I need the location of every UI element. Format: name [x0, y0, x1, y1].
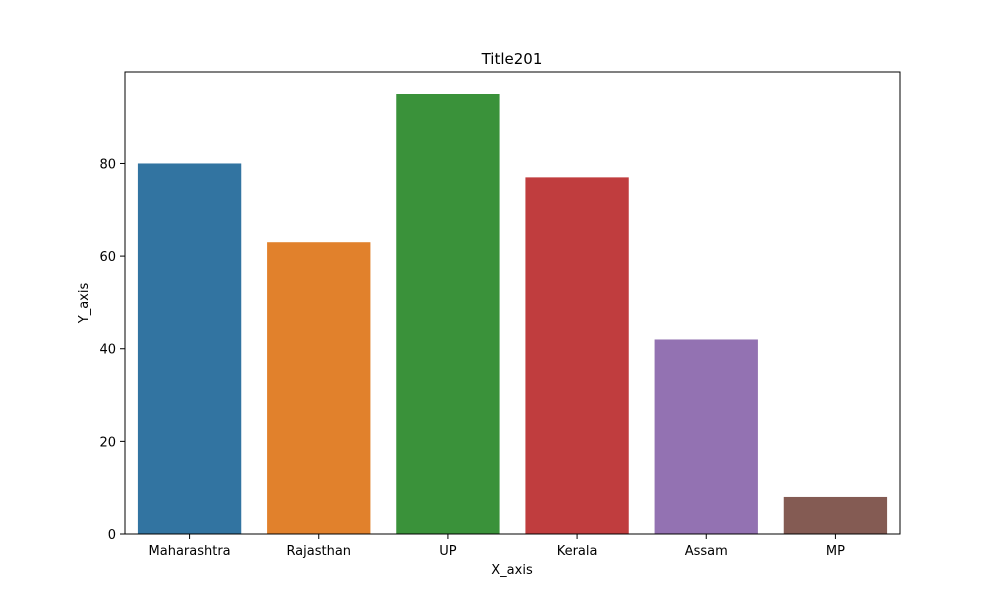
bars-group	[137, 94, 888, 535]
bar-up	[396, 94, 500, 534]
bar-rajasthan	[267, 242, 371, 535]
x-tick-label: Kerala	[557, 544, 598, 559]
y-tick-label: 80	[99, 157, 116, 172]
x-tick-label: Rajasthan	[286, 544, 351, 559]
x-tick-label: UP	[439, 544, 457, 559]
y-tick-label: 60	[99, 250, 116, 265]
x-ticks-group: Maharashtra Rajasthan UP Kerala Assam MP	[149, 534, 845, 559]
y-axis-label: Y_axis	[77, 283, 92, 325]
y-tick-label: 0	[108, 528, 116, 543]
x-tick-label: Maharashtra	[149, 544, 231, 559]
y-ticks-group: 0 20 40 60 80	[99, 157, 125, 543]
bar-mp	[783, 496, 888, 534]
y-tick-label: 20	[99, 435, 116, 450]
x-axis-label: X_axis	[491, 563, 533, 578]
bar-assam	[654, 339, 758, 534]
chart-title: Title201	[481, 50, 543, 68]
y-tick-label: 40	[99, 343, 116, 358]
x-tick-label: MP	[826, 544, 845, 559]
plot-frame	[124, 71, 901, 535]
bar-kerala	[525, 177, 629, 535]
bar-maharashtra	[137, 163, 242, 534]
x-tick-label: Assam	[685, 544, 728, 559]
